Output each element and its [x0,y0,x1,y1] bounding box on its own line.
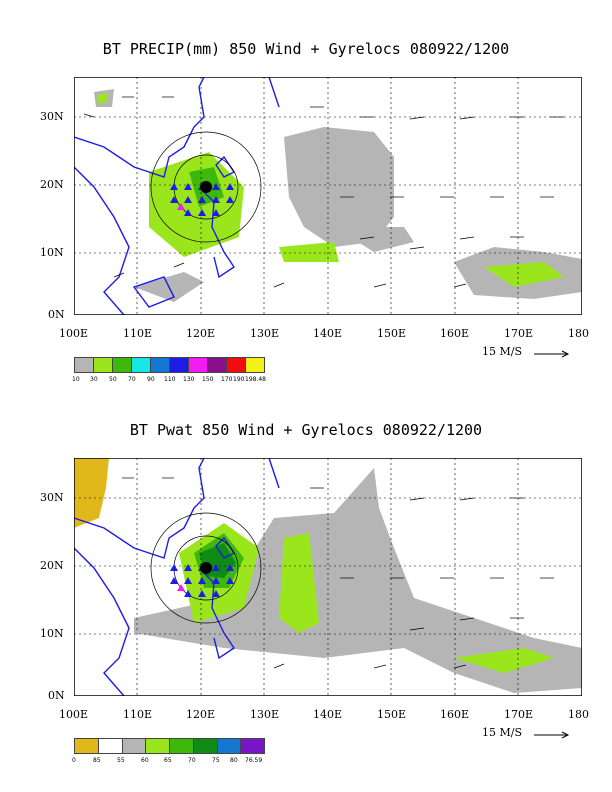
colorbar-label: 198.48 [245,376,266,383]
lat-label: 30N [40,491,64,504]
colorbar-label: 76.59 [245,757,263,764]
colorbar-label: 30 [90,376,98,383]
lat-label: 0N [48,308,65,321]
colorbar-label: 0 [72,757,76,764]
lon-label: 110E [123,327,153,340]
panel1-title: BT PRECIP(mm) 850 Wind + Gyrelocs 080922… [102,40,510,58]
pwat-low [74,458,109,528]
gyre-locations [170,183,234,216]
panel2-map [74,458,582,696]
lat-label: 10N [40,246,64,259]
colorbar-label: 150 [202,376,214,383]
panel2-title: BT Pwat 850 Wind + Gyrelocs 080922/1200 [129,421,483,439]
lat-label: 20N [40,178,64,191]
wind-vectors [122,477,554,669]
colorbar-label: 75 [212,757,220,764]
lon-label: 120E [186,327,216,340]
lon-label: 120E [186,708,216,721]
ref-vector-arrow [534,350,570,358]
lon-label: 110E [123,708,153,721]
colorbar-label: 170 [221,376,233,383]
colorbar-label: 65 [164,757,172,764]
colorbar-label: 85 [93,757,101,764]
ref-vector-arrow [534,731,570,739]
colorbar-label: 10 [72,376,80,383]
lat-label: 30N [40,110,64,123]
colorbar-label: 190 [233,376,245,383]
panel1-map [74,77,582,315]
lon-label: 100E [59,327,89,340]
lat-label: 10N [40,627,64,640]
lon-label: 130E [250,327,280,340]
colorbar-1 [74,357,265,373]
colorbar-label: 70 [188,757,196,764]
colorbar-label: 130 [183,376,195,383]
lon-label: 170E [504,708,534,721]
lon-label: 160E [440,708,470,721]
colorbar-label: 60 [141,757,149,764]
colorbar-label: 50 [109,376,117,383]
colorbar-label: 55 [117,757,125,764]
colorbar-label: 70 [128,376,136,383]
ref-vector-label: 15 M/S [482,345,522,358]
lon-label: 180 [568,708,589,721]
colorbar-label: 110 [164,376,176,383]
lat-label: 20N [40,559,64,572]
lon-label: 170E [504,327,534,340]
lon-label: 140E [313,327,343,340]
lon-label: 150E [377,327,407,340]
lat-label: 0N [48,689,65,702]
coastlines [74,77,280,315]
colorbar-label: 80 [230,757,238,764]
colorbar-label: 90 [147,376,155,383]
wind-vectors [83,96,564,288]
pwat-gray [134,468,582,693]
lon-label: 130E [250,708,280,721]
lon-label: 180 [568,327,589,340]
lon-label: 150E [377,708,407,721]
ref-vector-label: 15 M/S [482,726,522,739]
lon-label: 160E [440,327,470,340]
lon-label: 100E [59,708,89,721]
colorbar-2 [74,738,265,754]
lon-label: 140E [313,708,343,721]
gyre-locations [170,564,234,597]
